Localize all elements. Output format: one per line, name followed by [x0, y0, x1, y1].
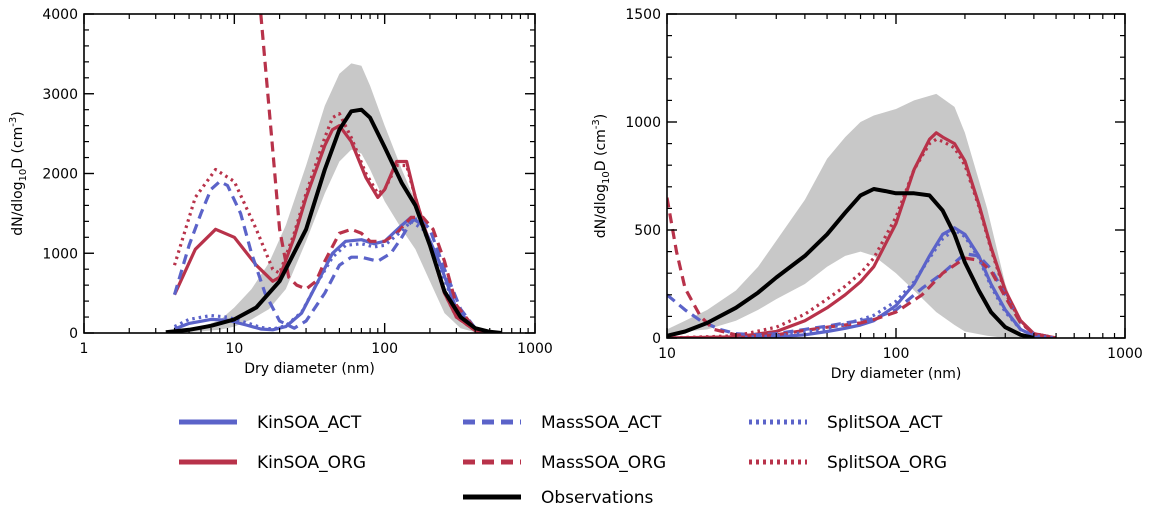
right-x-axis-label: Dry diameter (nm): [831, 366, 962, 382]
right-y-tick-label: 1000: [625, 115, 661, 131]
left-y-tick-label: 3000: [42, 87, 78, 103]
left-series-masssoa-org: [259, 14, 491, 333]
legend-item-kinsoa-org: KinSOA_ORG: [179, 453, 366, 473]
legend-item-observations: Observations: [463, 488, 654, 508]
left-y-tick-label: 2000: [42, 167, 78, 183]
legend-label: MassSOA_ACT: [541, 413, 662, 433]
right-y-axis-label: dN/dlog10D (cm-3): [591, 114, 612, 239]
legend: KinSOA_ACT KinSOA_ORG MassSOA_ACT MassSOA_O…: [179, 413, 947, 508]
legend-label: KinSOA_ACT: [257, 413, 362, 433]
left-y-axis-label: dN/dlog10D (cm-3): [8, 111, 29, 236]
right-series-kinsoa-org: [667, 131, 1057, 338]
chart-right: 10 100 1000 0 500 1000 1500 Dry diameter (nm) dN…: [591, 7, 1143, 382]
legend-label: Observations: [541, 488, 654, 508]
left-series-masssoa-act: [172, 179, 491, 333]
left-x-tick-label: 1: [80, 341, 89, 357]
right-series-observations: [667, 187, 1035, 338]
legend-item-kinsoa-act: KinSOA_ACT: [179, 413, 362, 433]
legend-item-masssoa-act: MassSOA_ACT: [463, 413, 662, 433]
legend-label: SplitSOA_ORG: [827, 453, 947, 473]
left-y-tick-label: 0: [69, 326, 78, 342]
right-series-kinsoa-act: [667, 226, 1057, 338]
right-x-tick-label: 10: [658, 346, 676, 362]
left-x-tick-label: 100: [371, 341, 398, 357]
left-y-tick-label: 4000: [42, 7, 78, 23]
left-y-tick-label: 1000: [42, 246, 78, 262]
right-y-tick-label: 500: [634, 223, 661, 239]
left-x-tick-label: 1000: [517, 341, 553, 357]
left-x-tick-label: 10: [225, 341, 243, 357]
right-series-masssoa-org: [667, 197, 1057, 338]
right-y-tick-label: 0: [652, 331, 661, 347]
left-observation-range-band: [174, 63, 502, 333]
legend-label: MassSOA_ORG: [541, 453, 666, 473]
right-y-tick-label: 1500: [625, 7, 661, 23]
right-series-splitsoa-org: [667, 137, 1057, 338]
right-x-tick-label: 100: [883, 346, 910, 362]
legend-item-splitsoa-act: SplitSOA_ACT: [749, 413, 943, 433]
left-series-splitsoa-org: [172, 112, 490, 333]
right-series-masssoa-act: [667, 252, 1057, 338]
chart-left: 1 10 100 1000 0 1000 2000 3000 4000 Dry diameter …: [8, 7, 553, 377]
legend-label: SplitSOA_ACT: [827, 413, 943, 433]
left-plot-area: [165, 14, 502, 333]
left-series-observations: [165, 107, 502, 333]
legend-item-splitsoa-org: SplitSOA_ORG: [749, 453, 947, 473]
right-plot-area: [667, 93, 1057, 338]
right-x-tick-label: 1000: [1107, 346, 1143, 362]
left-x-axis-label: Dry diameter (nm): [244, 361, 375, 377]
legend-label: KinSOA_ORG: [257, 453, 366, 473]
legend-item-masssoa-org: MassSOA_ORG: [463, 453, 666, 473]
